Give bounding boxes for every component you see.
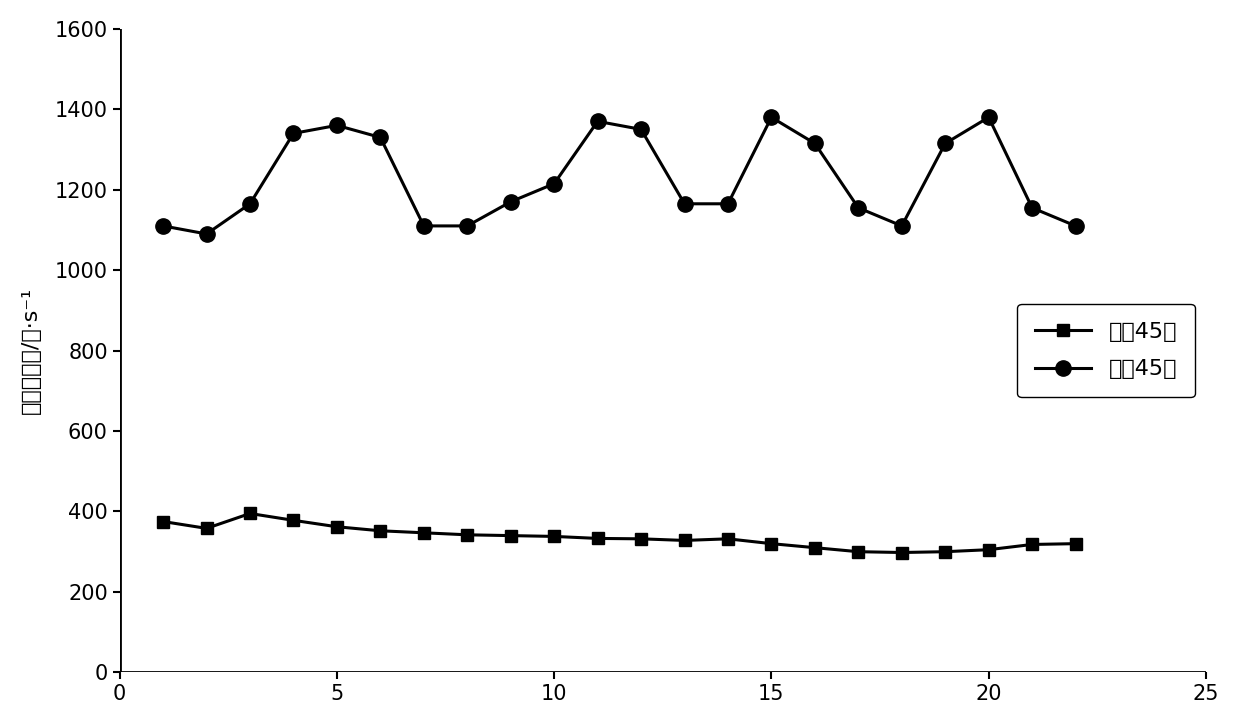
Legend: 退火45钢, 淬火45钢: 退火45钢, 淬火45钢 [1017, 304, 1195, 397]
Y-axis label: 振铃计数率/个·s⁻¹: 振铃计数率/个·s⁻¹ [21, 287, 41, 414]
